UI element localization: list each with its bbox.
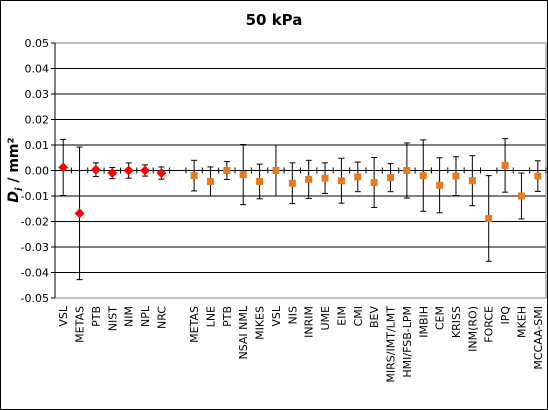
data-point-diamond — [140, 165, 151, 176]
y-axis-title-subscript: i — [14, 187, 25, 191]
data-point-square — [534, 172, 542, 180]
x-tick-label: PTB — [90, 306, 103, 327]
chart-title: 50 kPa — [246, 11, 303, 29]
data-point-square — [337, 177, 345, 185]
data-point-diamond — [74, 208, 85, 219]
y-tick-label: 0.05 — [25, 37, 50, 50]
x-tick-label: IMBIH — [417, 306, 430, 338]
x-tick-label: FORCE — [483, 306, 496, 343]
data-point-square — [517, 192, 525, 200]
x-tick-label: MKEH — [515, 306, 528, 338]
x-tick-label: NPL — [139, 305, 152, 327]
y-tick-label: -0.04 — [21, 267, 49, 280]
data-point-diamond — [58, 162, 69, 173]
data-point-square — [387, 174, 395, 182]
data-point-square — [305, 175, 313, 183]
data-point-square — [206, 177, 214, 185]
data-point-square — [403, 167, 411, 174]
x-tick-label: EIM — [335, 306, 348, 326]
x-tick-label: UME — [319, 306, 332, 331]
x-tick-label: HMI/FSB-LPM — [401, 306, 414, 378]
data-point-square — [288, 179, 296, 187]
y-tick-label: -0.05 — [21, 292, 49, 305]
x-tick-label: MIKES — [254, 306, 267, 340]
x-tick-label: CMI — [352, 306, 365, 326]
data-point-square — [321, 174, 329, 182]
x-tick-label: MIRS/IMT/LMT — [385, 306, 398, 383]
y-tick-label: -0.02 — [21, 216, 49, 229]
x-tick-label: NSAI NML — [237, 305, 250, 359]
y-tick-label: 0.04 — [25, 63, 50, 76]
x-tick-label: BEV — [368, 306, 381, 328]
data-point-square — [436, 181, 444, 189]
x-tick-label: INRIM — [303, 306, 316, 338]
data-point-diamond — [107, 168, 118, 179]
data-point-diamond — [123, 165, 134, 176]
data-point-square — [256, 177, 264, 185]
y-axis-title-unit: / mm² — [6, 137, 22, 187]
x-tick-label: INM(RO) — [466, 306, 479, 352]
data-point-diamond — [156, 168, 167, 179]
data-point-square — [468, 177, 476, 185]
data-point-diamond — [90, 164, 101, 175]
x-tick-label: PTB — [221, 306, 234, 327]
x-tick-label: VSL — [270, 305, 283, 327]
y-tick-label: 0.03 — [25, 88, 50, 101]
data-point-square — [272, 167, 280, 174]
axes — [51, 42, 547, 299]
x-tick-label: NRC — [155, 306, 168, 329]
x-tick-label: NIM — [123, 306, 136, 327]
data-point-square — [190, 172, 198, 180]
y-tick-label: 0.00 — [25, 165, 50, 178]
y-axis-title-symbol: D — [6, 191, 22, 203]
data-point-square — [239, 171, 247, 179]
data-point-square — [354, 173, 362, 181]
x-tick-label: IPQ — [499, 306, 512, 325]
y-tick-label: -0.01 — [21, 190, 49, 203]
y-axis-title: Di / mm² — [6, 137, 25, 202]
y-tick-label: 0.02 — [25, 114, 50, 127]
data-point-square — [223, 167, 231, 174]
data-point-square — [501, 161, 509, 169]
data-point-square — [452, 172, 460, 180]
x-tick-labels: VSL METAS PTB NIST NIM NPL NRC METAS LNE PTB NSAI … — [57, 305, 545, 382]
data-point-square — [485, 214, 493, 222]
x-tick-label: METAS — [74, 306, 87, 343]
x-tick-label: MCCAA-SMI — [532, 306, 545, 370]
x-tick-label: KRISS — [450, 306, 463, 338]
data-point-square — [419, 172, 427, 180]
x-tick-label: VSL — [57, 305, 70, 327]
y-tick-labels: 0.05 0.04 0.03 0.02 0.01 0.00 -0.01 -0.02 -0.03 -… — [21, 37, 49, 305]
error-bars — [60, 138, 541, 281]
data-point-square — [370, 178, 378, 186]
data-markers — [58, 161, 542, 222]
x-tick-label: CEM — [434, 306, 447, 330]
x-tick-label: NIS — [286, 306, 299, 324]
x-tick-label: METAS — [188, 306, 201, 343]
y-tick-label: -0.03 — [21, 241, 49, 254]
x-tick-label: NIST — [106, 306, 119, 331]
x-tick-label: LNE — [204, 306, 217, 327]
y-tick-label: 0.01 — [25, 139, 50, 152]
